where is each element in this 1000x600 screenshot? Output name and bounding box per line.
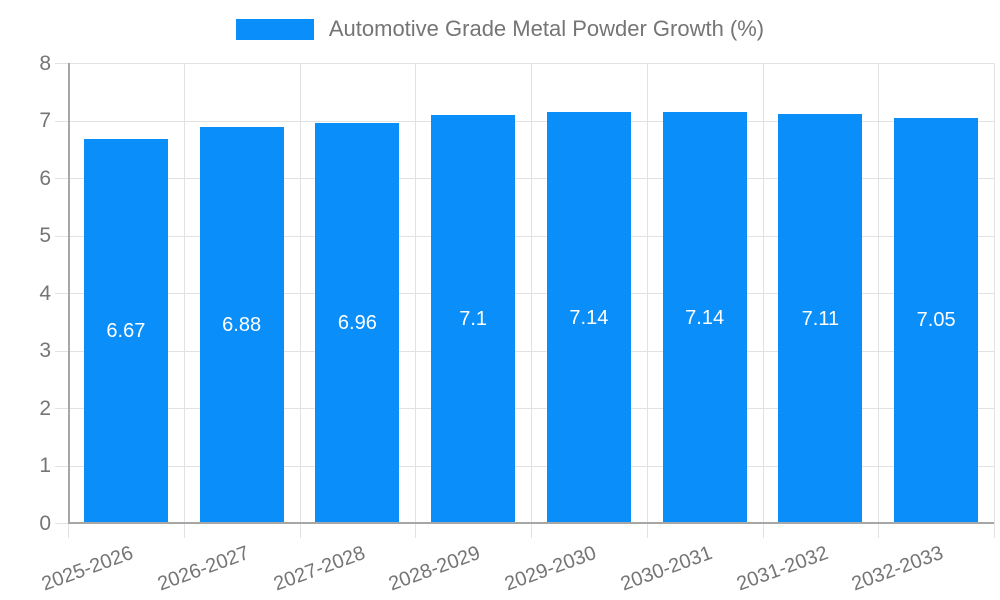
y-tick-label: 7	[39, 109, 51, 132]
chart-legend-item[interactable]: Automotive Grade Metal Powder Growth (%)	[0, 16, 1000, 42]
x-gridline	[183, 63, 185, 538]
bar[interactable]	[83, 139, 168, 522]
y-gridline	[55, 120, 994, 122]
y-gridline	[55, 178, 994, 179]
x-gridline	[646, 63, 648, 538]
y-gridline	[55, 293, 994, 294]
bar[interactable]	[199, 127, 284, 522]
x-tick-label: 2028-2029	[386, 542, 484, 596]
x-tick-label: 2030-2031	[617, 542, 716, 596]
bar-value-label: 7.14	[569, 306, 609, 329]
bar-value-label: 7.05	[916, 309, 956, 332]
x-tick-label: 2025-2026	[38, 542, 137, 596]
x-tick-label: 2029-2030	[501, 542, 600, 596]
y-tick-label: 3	[39, 339, 51, 362]
bar[interactable]	[662, 112, 747, 522]
y-gridline	[55, 465, 994, 467]
x-tick-label: 2031-2032	[733, 542, 831, 596]
bar[interactable]	[546, 112, 631, 522]
x-gridline	[299, 63, 301, 538]
bar-value-label: 7.14	[685, 306, 725, 329]
y-tick-label: 8	[39, 51, 51, 75]
x-gridline	[415, 63, 417, 538]
x-gridline	[531, 63, 532, 538]
y-tick-label: 1	[39, 454, 51, 477]
y-tick-label: 6	[39, 166, 51, 190]
y-tick-label: 2	[39, 396, 51, 420]
legend-label: Automotive Grade Metal Powder Growth (%)	[328, 16, 765, 41]
bar-value-label: 7.1	[459, 307, 488, 330]
bar-value-label: 6.88	[222, 314, 262, 337]
x-gridline	[878, 63, 880, 538]
y-gridline	[55, 63, 994, 64]
legend-swatch	[235, 18, 314, 40]
x-tick-label: 2027-2028	[270, 542, 368, 596]
x-gridline	[762, 63, 764, 538]
x-tick-label: 2026-2027	[154, 542, 253, 596]
y-tick-label: 5	[39, 224, 51, 247]
x-gridline	[994, 63, 995, 538]
bar[interactable]	[894, 117, 979, 522]
bar[interactable]	[431, 114, 516, 522]
x-tick-label: 2032-2033	[849, 542, 947, 596]
bar-value-label: 6.96	[337, 311, 377, 334]
y-gridline	[55, 235, 994, 237]
bar[interactable]	[778, 114, 863, 522]
bar-value-label: 6.67	[106, 320, 146, 343]
y-gridline	[55, 350, 994, 352]
y-gridline	[55, 408, 994, 409]
y-tick-label: 0	[39, 511, 51, 535]
y-tick-label: 4	[39, 281, 51, 305]
x-axis-line	[68, 522, 994, 524]
y-axis-line	[68, 63, 70, 523]
bar[interactable]	[315, 122, 400, 522]
bar-value-label: 7.11	[801, 307, 840, 330]
